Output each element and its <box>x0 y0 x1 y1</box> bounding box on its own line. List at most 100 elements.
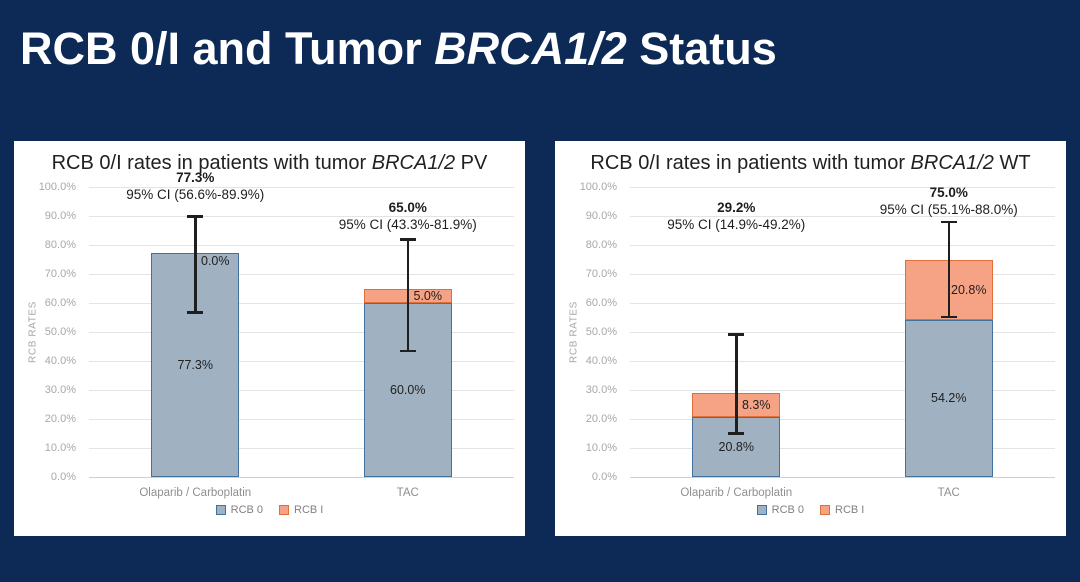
legend-item: RCB 0 <box>756 504 805 516</box>
gridline <box>89 390 514 391</box>
gridline <box>630 245 1055 246</box>
ci-label: 95% CI (55.1%-88.0%) <box>879 202 1018 217</box>
slide-title-gene: BRCA1/2 <box>434 23 627 74</box>
gridline <box>630 477 1055 478</box>
legend-swatch-rcb-0 <box>215 505 226 515</box>
gridline <box>630 274 1055 275</box>
chart-title-wt: RCB 0/I rates in patients with tumor BRC… <box>555 150 1066 176</box>
total-label: 65.0% <box>388 200 427 215</box>
y-tick-label: 0.0% <box>50 471 76 483</box>
ci-label: 95% CI (56.6%-89.9%) <box>126 187 265 202</box>
gridline <box>89 361 514 362</box>
legend-label: RCB I <box>294 504 324 516</box>
y-tick-label: 70.0% <box>44 268 76 280</box>
gridline <box>630 303 1055 304</box>
error-bar-line <box>406 239 409 352</box>
y-tick-label: 70.0% <box>585 268 617 280</box>
legend-swatch-rcb-0 <box>756 505 767 515</box>
legend-swatch-rcb-i <box>279 505 290 515</box>
chart-title-prefix: RCB 0/I rates in patients with tumor <box>51 152 372 174</box>
plot-area-wt: 100.0% 90.0% 80.0% 70.0% 60.0% 50.0% 40.0% 30.0… <box>555 141 1066 536</box>
error-bar-cap-top <box>728 333 745 336</box>
chart-title-gene: BRCA1/2 <box>371 152 456 174</box>
legend-item: RCB 0 <box>215 504 264 516</box>
bar-data-label: 77.3% <box>177 357 213 372</box>
gridline <box>630 419 1055 420</box>
y-tick-label: 50.0% <box>585 326 617 338</box>
gridline <box>89 216 514 217</box>
y-tick-label: 80.0% <box>44 239 76 251</box>
plot-area-pv: 100.0% 90.0% 80.0% 70.0% 60.0% 50.0% 40.0% 30.0… <box>14 141 525 536</box>
y-tick-label: 100.0% <box>38 181 76 193</box>
ci-annotation: 77.3% 95% CI (56.6%-89.9%) <box>85 169 305 203</box>
legend: RCB 0 RCB I <box>14 504 525 516</box>
legend-item: RCB I <box>820 504 864 516</box>
ci-annotation: 29.2% 95% CI (14.9%-49.2%) <box>626 199 846 233</box>
legend-label: RCB 0 <box>230 504 264 516</box>
legend-item: RCB I <box>279 504 323 516</box>
slide-title-suffix: Status <box>626 23 777 74</box>
chart-title-gene: BRCA1/2 <box>910 152 994 174</box>
ci-annotation: 65.0% 95% CI (43.3%-81.9%) <box>298 199 518 233</box>
slide-title: RCB 0/I and Tumor BRCA1/2 Status <box>20 22 777 76</box>
chart-title-pv: RCB 0/I rates in patients with tumor BRC… <box>14 150 525 176</box>
bar-segment-rcb-0 <box>904 319 993 477</box>
ci-label: 95% CI (14.9%-49.2%) <box>667 217 806 232</box>
gridline <box>89 274 514 275</box>
gridline <box>89 419 514 420</box>
y-tick-label: 10.0% <box>585 442 617 454</box>
error-bar-cap-bottom <box>399 349 416 353</box>
y-tick-label: 30.0% <box>44 384 76 396</box>
x-axis-label: TAC <box>937 487 960 499</box>
y-tick-label: 40.0% <box>585 355 617 367</box>
chart-panel-brca-pv: RCB 0/I rates in patients with tumor BRC… <box>14 141 525 536</box>
total-label: 77.3% <box>176 170 215 185</box>
chart-title-suffix: WT <box>993 152 1031 174</box>
gridline <box>630 216 1055 217</box>
error-bar-cap-top <box>940 220 957 224</box>
y-tick-label: 40.0% <box>44 355 76 367</box>
chart-title-suffix: PV <box>455 152 488 174</box>
bar-data-label: 0.0% <box>201 253 230 268</box>
x-axis-label: Olaparib / Carboplatin <box>139 487 252 499</box>
error-bar-cap-top <box>187 215 204 218</box>
total-label: 75.0% <box>929 185 968 200</box>
error-bar-cap-bottom <box>728 432 745 435</box>
legend-label: RCB I <box>835 504 865 516</box>
y-tick-label: 80.0% <box>585 239 617 251</box>
gridline <box>89 245 514 246</box>
gridline <box>89 448 514 449</box>
error-bar-cap-bottom <box>187 311 204 314</box>
error-bar-line <box>947 221 950 318</box>
legend-swatch-rcb-i <box>820 505 831 515</box>
chart-panel-brca-wt: RCB 0/I rates in patients with tumor BRC… <box>555 141 1066 536</box>
y-tick-label: 0.0% <box>591 471 617 483</box>
bar-data-label: 5.0% <box>413 288 443 303</box>
error-bar-line <box>194 216 197 313</box>
gridline <box>630 361 1055 362</box>
y-tick-label: 90.0% <box>44 210 76 222</box>
gridline <box>89 187 514 188</box>
y-tick-label: 10.0% <box>44 442 76 454</box>
y-tick-label: 50.0% <box>44 326 76 338</box>
chart-title-prefix: RCB 0/I rates in patients with tumor <box>590 152 911 174</box>
gridline <box>630 390 1055 391</box>
gridline <box>89 477 514 478</box>
error-bar-cap-top <box>399 238 416 241</box>
y-tick-label: 20.0% <box>44 413 76 425</box>
slide-title-prefix: RCB 0/I and Tumor <box>20 23 435 74</box>
y-tick-label: 60.0% <box>44 297 76 309</box>
gridline <box>630 332 1055 333</box>
gridline <box>630 448 1055 449</box>
bar-data-label: 20.8% <box>718 439 754 454</box>
gridline <box>89 332 514 333</box>
gridline <box>630 187 1055 188</box>
y-tick-label: 20.0% <box>585 413 617 425</box>
legend-label: RCB 0 <box>771 504 805 516</box>
error-bar-line <box>735 334 738 434</box>
legend: RCB 0 RCB I <box>555 504 1066 516</box>
y-tick-label: 100.0% <box>579 181 617 193</box>
ci-annotation: 75.0% 95% CI (55.1%-88.0%) <box>839 184 1059 218</box>
error-bar-cap-bottom <box>940 315 957 319</box>
